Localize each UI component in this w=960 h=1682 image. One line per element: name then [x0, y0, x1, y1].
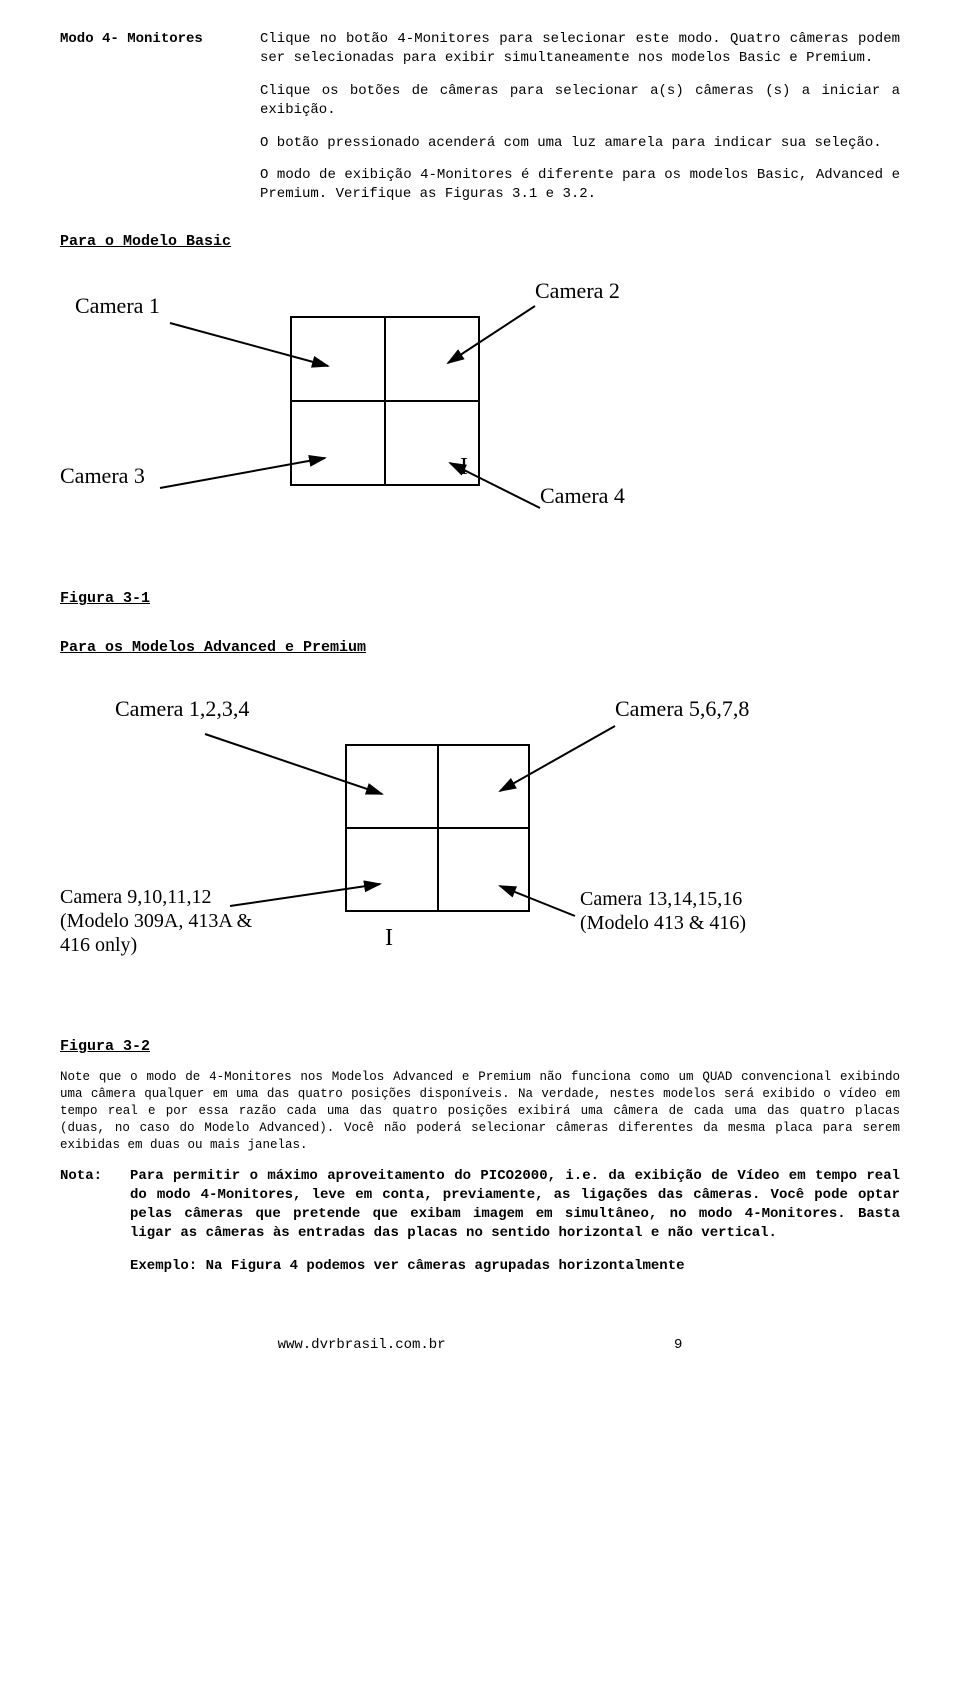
nota-label: Nota: [60, 1167, 130, 1275]
para-2: Clique os botões de câmeras para selecio… [260, 82, 900, 120]
figure-3-1-label: Figura 3-1 [60, 589, 900, 609]
section-basic-title: Para o Modelo Basic [60, 232, 900, 252]
nota-text: Para permitir o máximo aproveitamento do… [130, 1167, 900, 1275]
footer-page-number: 9 [674, 1336, 682, 1355]
nota-row: Nota: Para permitir o máximo aproveitame… [60, 1167, 900, 1275]
figure-3-2-label: Figura 3-2 [60, 1037, 900, 1057]
para-3: O botão pressionado acenderá com uma luz… [260, 134, 900, 153]
page-footer: www.dvrbrasil.com.br 9 [60, 1336, 900, 1355]
definition-row: Modo 4- Monitores Clique no botão 4-Moni… [60, 30, 900, 218]
para-1: Clique no botão 4-Monitores para selecio… [260, 30, 900, 68]
nota-body: Para permitir o máximo aproveitamento do… [130, 1168, 900, 1241]
nota-exemplo: Exemplo: Na Figura 4 podemos ver câmeras… [130, 1257, 900, 1276]
mode-label: Modo 4- Monitores [60, 30, 260, 218]
diagram1-arrows [60, 288, 900, 558]
note-paragraph: Note que o modo de 4-Monitores nos Model… [60, 1069, 900, 1153]
definition-text: Clique no botão 4-Monitores para selecio… [260, 30, 900, 218]
section-advanced-title: Para os Modelos Advanced e Premium [60, 638, 900, 658]
diagram2-arrows [60, 706, 900, 1006]
para-4: O modo de exibição 4-Monitores é diferen… [260, 166, 900, 204]
footer-url: www.dvrbrasil.com.br [278, 1337, 446, 1353]
